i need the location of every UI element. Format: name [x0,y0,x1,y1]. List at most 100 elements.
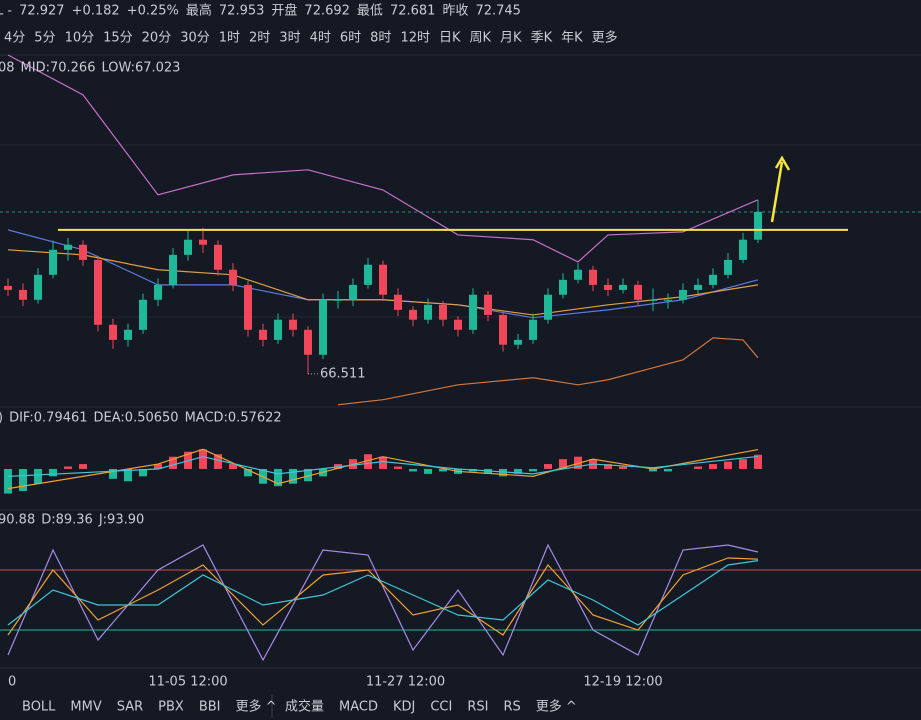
candle-body [724,259,732,275]
period-tab[interactable]: 6时 [340,31,361,46]
macd-bar [529,468,537,472]
candle-body [619,284,627,290]
candle-body [154,284,162,300]
indicator-tab[interactable]: KDJ [393,700,415,715]
period-tab[interactable]: 15分 [103,31,133,46]
macd-bar [34,468,42,484]
period-tab[interactable]: 8时 [370,31,391,46]
candle-body [124,329,132,340]
period-tab[interactable]: 20分 [142,31,172,46]
indicator-tab[interactable]: BBI [199,700,221,715]
label: 昨收 [442,4,468,19]
macd-bar [649,468,657,472]
more-tab[interactable]: 更多 [592,30,618,46]
indicator-tab[interactable]: SAR [117,700,143,715]
candle-body [349,284,357,300]
period-tab[interactable]: 月K [500,31,522,46]
candle-body [79,244,87,260]
change: +0.182 [72,4,120,19]
macd-bar [724,461,732,469]
x-label: 11-05 12:00 [148,675,227,690]
macd-bar [79,464,87,469]
period-tab[interactable]: 年K [561,31,583,46]
period-tab[interactable]: 季K [531,31,553,46]
value: 72.692 [304,4,350,19]
label: 开盘 [271,3,297,19]
macd-bar [49,468,57,477]
candle-body [379,264,387,295]
candle-body [94,259,102,325]
period-tab[interactable]: 3时 [279,31,300,46]
indicator-tab[interactable]: 成交量 [285,699,324,715]
symbol: L - [0,4,12,19]
indicator-tab[interactable]: MACD [339,700,378,715]
value: 72.681 [390,4,436,19]
macd-bar [514,468,522,474]
macd-bar [214,454,222,469]
candle-body [394,294,402,310]
change-pct: +0.25% [127,4,179,19]
x-label: 12-19 12:00 [583,675,662,690]
indicator-tab[interactable]: 更多 ^ [236,699,277,715]
candle-body [634,284,642,300]
period-tab[interactable]: 2时 [249,31,270,46]
label: 最高 [186,3,212,19]
macd-bar [409,468,417,472]
indicator-tab[interactable]: BOLL [22,700,56,715]
candle-body [499,314,507,345]
candle-body [19,289,27,300]
candle-body [514,339,522,345]
candle-body [109,324,117,340]
period-tab[interactable]: 周K [470,31,492,46]
period-tab[interactable]: 5分 [34,31,55,46]
candle-body [649,299,657,301]
candle-body [469,294,477,330]
indicator-tab[interactable]: PBX [158,700,184,715]
period-tab[interactable]: 4分 [4,31,25,46]
candle-body [484,294,492,315]
macd-bar [694,466,702,469]
candle-body [439,304,447,320]
candle-body [289,319,297,330]
period-tab[interactable]: 30分 [180,31,210,46]
candle-body [424,304,432,320]
period-tab[interactable]: 1时 [219,31,240,46]
indicator-line [7,455,759,477]
legend: 08 [0,61,15,76]
legend: LOW:67.023 [101,61,180,76]
candle-body [244,284,252,330]
candle-body [709,274,717,285]
candle-body [664,299,672,301]
candle-body [184,239,192,255]
candle-body [139,299,147,330]
legend: J:93.90 [98,513,144,528]
macd-bar [739,459,747,469]
value: 72.953 [219,4,265,19]
macd-bar [244,468,252,477]
macd-bar [139,468,147,477]
macd-bar [604,464,612,469]
indicator-tab[interactable]: MMV [70,700,101,715]
period-tab[interactable]: 4时 [310,31,331,46]
indicator-tab[interactable]: 更多 ^ [536,699,577,715]
candle-body [4,285,12,290]
candle-body [364,264,372,285]
indicator-tab[interactable]: RSI [467,700,488,715]
candle-body [679,289,687,300]
indicator-tab[interactable]: RS [503,700,520,715]
candle-body [529,319,537,340]
macd-bar [544,464,552,469]
period-tab[interactable]: 12时 [400,31,430,46]
candle-body [64,244,72,250]
candle-body [34,274,42,300]
macd-bar [64,466,72,469]
indicator-tab[interactable]: CCI [430,700,452,715]
arrow [770,155,791,223]
period-tab[interactable]: 日K [439,31,461,46]
macd-bar [619,466,627,469]
period-tab[interactable]: 10分 [65,31,95,46]
candle-body [199,239,207,245]
macd-bar [229,464,237,469]
